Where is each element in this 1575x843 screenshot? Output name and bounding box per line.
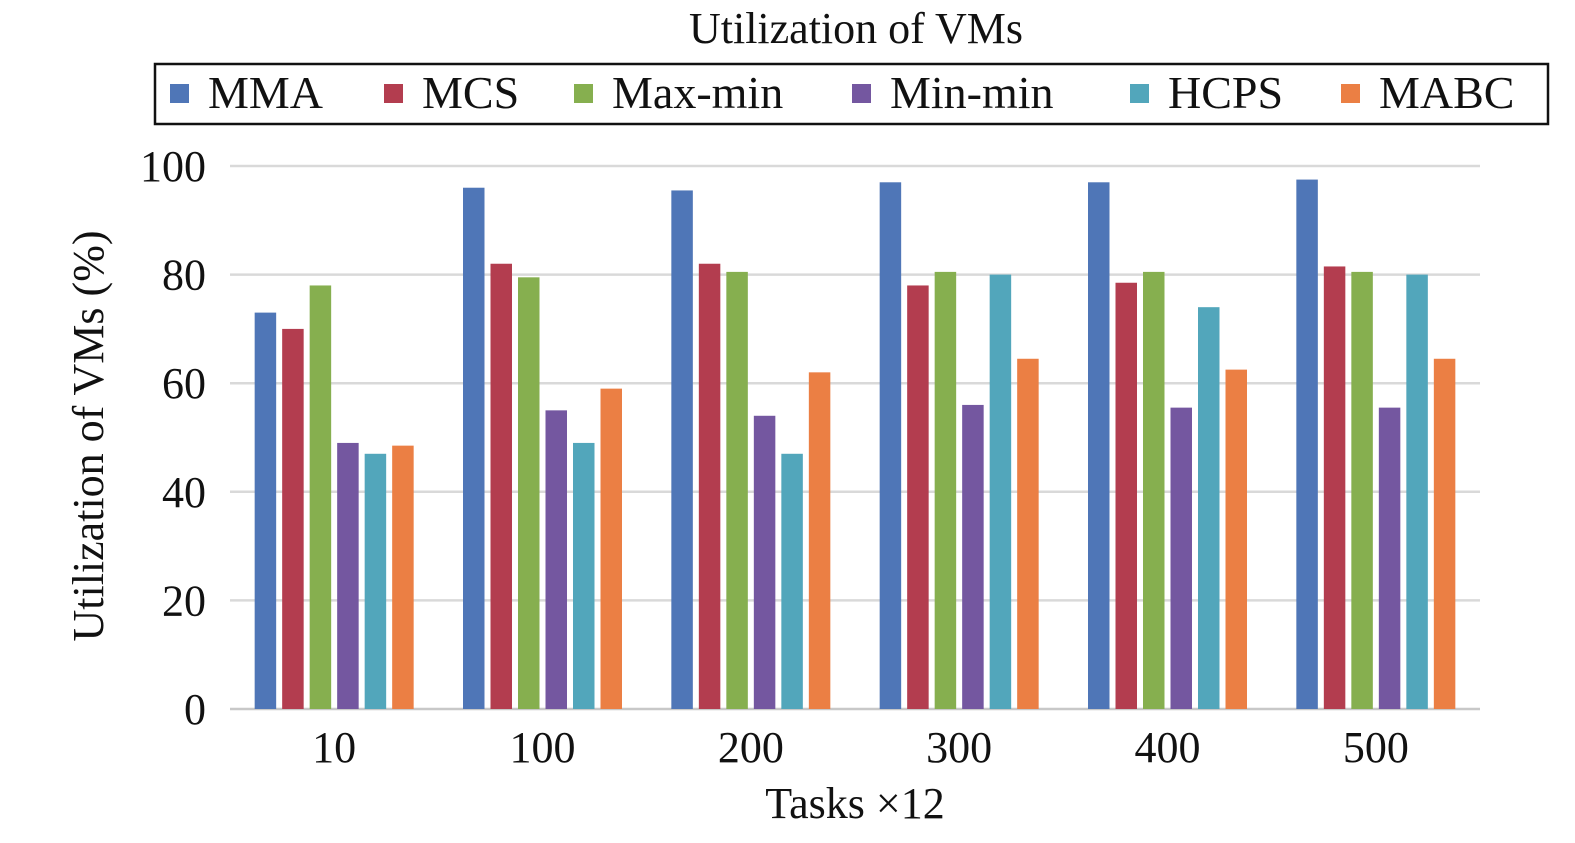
bar-min-min-200 (753, 415, 776, 709)
bar-mcs-10 (282, 328, 304, 709)
x-axis-ticks: 10 100 200 300 400 500 (312, 723, 1409, 772)
x-tick-label: 100 (510, 723, 576, 772)
bar-mabc-200 (808, 372, 831, 709)
bar-mma-300 (879, 182, 902, 710)
bar-min-min-300 (962, 404, 984, 709)
bar-mabc-10 (392, 445, 414, 709)
chart-title: Utilization of VMs (689, 4, 1023, 53)
x-tick-label: 500 (1343, 723, 1409, 772)
bar-mma-10 (254, 312, 277, 709)
bar-max-min-100 (518, 277, 540, 709)
bar-max-min-400 (1143, 271, 1165, 709)
bar-hcps-100 (573, 442, 595, 709)
bar-mabc-500 (1433, 358, 1456, 709)
legend: MMA MCS Max-min Min-min HCPS MABC (153, 62, 1550, 126)
y-axis-label: Utilization of VMs (%) (64, 230, 113, 641)
y-tick-label: 100 (140, 142, 206, 191)
bar-max-min-200 (726, 271, 748, 709)
bar-hcps-400 (1198, 307, 1220, 709)
legend-label: MCS (422, 67, 519, 118)
bar-mma-100 (463, 187, 485, 710)
bar-min-min-100 (545, 410, 567, 709)
bar-min-min-10 (337, 442, 359, 709)
bar-mabc-400 (1225, 369, 1247, 709)
legend-swatch-mma (170, 84, 189, 103)
legend-label: Max-min (612, 67, 783, 118)
gridlines (230, 164, 1480, 711)
bar-mcs-400 (1115, 282, 1137, 709)
y-axis-ticks: 0 20 40 60 80 100 (140, 142, 206, 734)
bar-mabc-300 (1017, 358, 1039, 709)
bar-min-min-400 (1170, 407, 1192, 709)
legend-label: HCPS (1168, 67, 1283, 118)
legend-swatch-max-min (574, 84, 593, 103)
bar-hcps-300 (989, 274, 1012, 709)
bar-min-min-500 (1378, 407, 1401, 709)
legend-frame (153, 62, 1550, 126)
legend-swatch-hcps (1130, 84, 1149, 103)
bar-mma-500 (1296, 179, 1318, 709)
y-tick-label: 0 (184, 685, 206, 734)
x-tick-label: 10 (312, 723, 356, 772)
legend-swatch-mcs (384, 84, 403, 103)
bar-hcps-200 (781, 453, 803, 709)
x-axis-label: Tasks ×12 (765, 779, 944, 828)
legend-swatch-mabc (1341, 84, 1360, 103)
bar-mma-200 (671, 190, 693, 709)
bar-mcs-300 (907, 285, 929, 709)
bar-hcps-10 (364, 453, 387, 709)
bars (254, 179, 1456, 710)
bar-max-min-300 (934, 271, 957, 709)
legend-label: Min-min (890, 67, 1054, 118)
bar-max-min-500 (1351, 271, 1373, 709)
bar-mcs-100 (490, 263, 512, 709)
legend-swatch-min-min (852, 84, 871, 103)
legend-label: MMA (208, 67, 323, 118)
bar-mma-400 (1088, 182, 1110, 710)
x-tick-label: 200 (718, 723, 784, 772)
y-tick-label: 20 (162, 576, 206, 625)
y-tick-label: 60 (162, 359, 206, 408)
x-tick-label: 300 (926, 723, 992, 772)
bar-mabc-100 (600, 388, 622, 709)
bar-hcps-500 (1406, 274, 1428, 709)
legend-label: MABC (1379, 67, 1514, 118)
bar-mcs-500 (1323, 266, 1346, 709)
bar-mcs-200 (698, 263, 721, 709)
y-tick-label: 40 (162, 468, 206, 517)
y-tick-label: 80 (162, 251, 206, 300)
bar-max-min-10 (309, 285, 332, 709)
x-tick-label: 400 (1135, 723, 1201, 772)
